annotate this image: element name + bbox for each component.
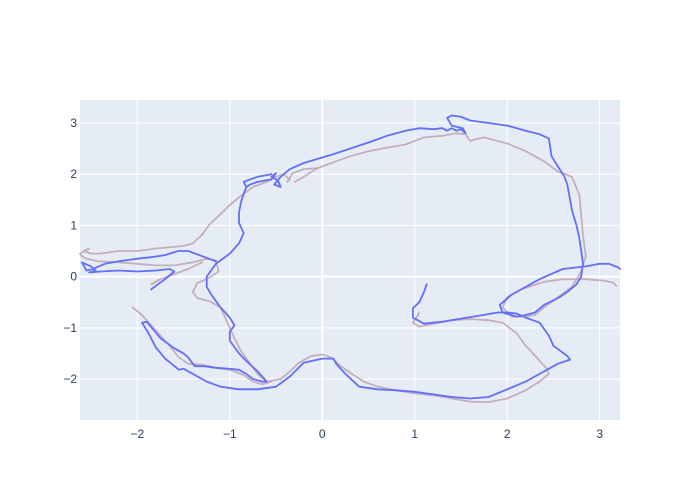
x-axis-tick-labels: −2 −1 0 1 2 3 bbox=[130, 427, 603, 441]
series-line-6 bbox=[80, 250, 217, 291]
y-tick-label: −2 bbox=[63, 372, 77, 386]
series-line-5 bbox=[242, 173, 273, 188]
trajectory-traces bbox=[79, 114, 621, 403]
y-axis-tick-labels: −2 −1 0 1 2 3 bbox=[63, 116, 77, 386]
x-tick-label: −1 bbox=[223, 427, 237, 441]
series-line-1 bbox=[150, 261, 203, 286]
vertical-gridlines bbox=[136, 100, 601, 420]
y-tick-label: 0 bbox=[70, 270, 77, 284]
y-tick-label: 1 bbox=[70, 218, 77, 232]
x-tick-label: 0 bbox=[319, 427, 326, 441]
series-line-3 bbox=[131, 306, 273, 386]
x-tick-label: 1 bbox=[411, 427, 418, 441]
series-line-4 bbox=[141, 114, 621, 400]
series-line-0 bbox=[79, 167, 550, 403]
y-tick-label: 2 bbox=[70, 167, 77, 181]
x-tick-label: 2 bbox=[504, 427, 511, 441]
y-tick-label: −1 bbox=[63, 321, 77, 335]
x-tick-label: −2 bbox=[130, 427, 144, 441]
y-tick-label: 3 bbox=[70, 116, 77, 130]
x-tick-label: 3 bbox=[596, 427, 603, 441]
